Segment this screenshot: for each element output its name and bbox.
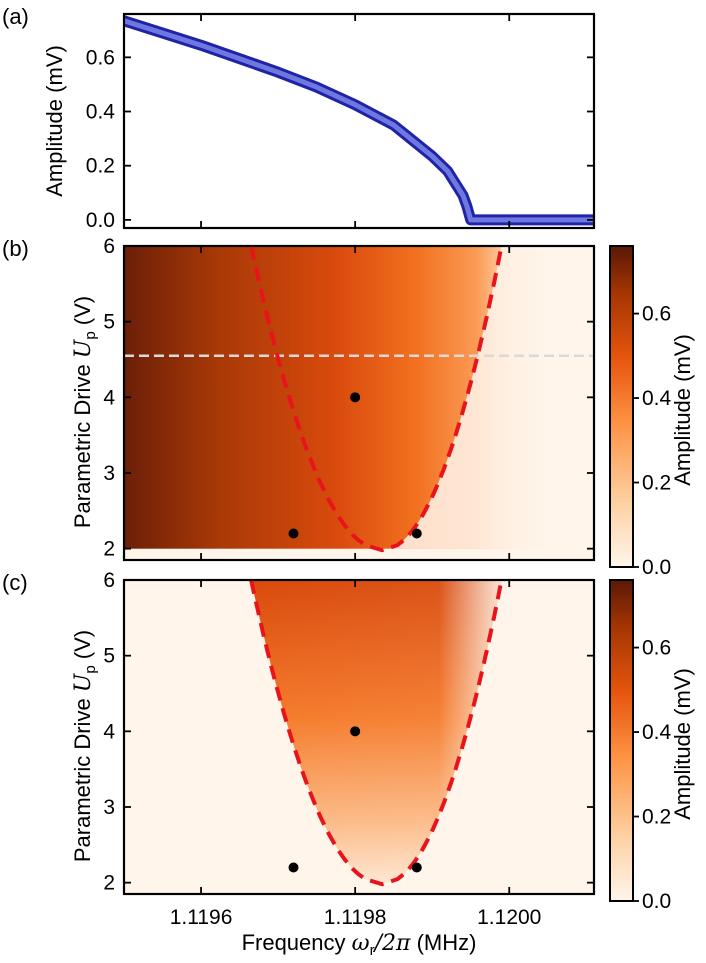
panel-c-ytick-label: 3 [103,796,115,819]
panel-label-c: (c) [2,570,28,595]
panel-b-points [288,392,422,539]
panel-c-point [350,726,361,737]
panel-b-ytick-label: 6 [103,235,115,258]
panel-c-ytick-label: 5 [103,645,115,668]
panel-c-xtick-label: 1.1198 [324,906,387,929]
colorbar-c [609,579,634,902]
colorbar-b-label: Amplitude (mV) [670,334,695,486]
panel-b-ytick-label: 4 [103,386,115,409]
panel-c-x-axis-label: Frequency ωr/2π (MHz) [242,930,477,959]
instability-tongue-b [249,246,504,553]
panel-c-xtick-label: 1.1196 [170,906,233,929]
colorbar-b-tick-label: 0.4 [642,387,672,410]
panel-a-y-ticks: 0.0 0.2 0.4 0.6 [86,46,594,232]
heatmap-b-lower-region [390,246,594,549]
colorbar-c-ticks: 0.0 0.2 0.4 0.6 [633,637,672,913]
panel-a-ytick-label: 0.0 [86,209,115,232]
panel-b-y-axis-label: Parametric Drive Up (V) [70,296,99,528]
colorbar-c-tick-label: 0.0 [642,890,671,913]
colorbar-b [609,245,634,568]
panel-b-ytick-label: 2 [103,538,115,561]
panel-c-heatmap: 2 3 4 5 6 1.1196 1.1198 1.1200 Parametric Driv… [70,569,695,959]
panel-b-frame [122,244,596,562]
panel-a-ytick-label: 0.2 [86,155,115,178]
panel-c-y-ticks: 2 3 4 5 6 [103,569,594,895]
panel-c-point [411,862,422,873]
panel-c-x-ticks: 1.1196 1.1198 1.1200 [170,580,541,929]
panel-b-y-ticks: 2 3 4 5 6 [103,235,594,561]
colorbar-c-label: Amplitude (mV) [670,668,695,820]
amplitude-line-edge [124,15,594,226]
colorbar-b-tick-label: 0.2 [642,472,671,495]
colorbar-b-tick-label: 0.0 [642,556,671,579]
heatmap-c-tongue-fade [251,580,502,885]
panel-c-ytick-label: 2 [103,872,115,895]
panel-a-frame [122,12,596,230]
panel-c-ytick-label: 6 [103,569,115,592]
panel-c-xtick-label: 1.1200 [477,906,541,929]
panel-b-point [350,392,361,403]
colorbar-c-tick-label: 0.4 [642,721,672,744]
panel-a-x-ticks [200,14,511,228]
amplitude-line [124,18,594,223]
colorbar-c-tick-label: 0.2 [642,806,671,829]
panel-label-b: (b) [2,236,29,261]
panel-c-point [288,862,299,873]
panel-b-ytick-label: 5 [103,311,115,334]
panel-a-ytick-label: 0.6 [86,46,115,69]
panel-a-line-chart: 0.0 0.2 0.4 0.6 Amplitude (mV) [42,12,596,232]
colorbar-c-tick-label: 0.6 [642,637,671,660]
colorbar-b-tick-label: 0.6 [642,303,671,326]
panel-a-y-axis-label: Amplitude (mV) [42,45,67,197]
panel-c-points [288,726,422,873]
panel-label-a: (a) [2,4,29,29]
panel-b-ytick-label: 3 [103,462,115,485]
panel-b-point [288,528,299,539]
panel-c-frame [122,578,596,896]
panel-b-x-ticks [200,246,511,560]
instability-tongue-c [249,580,504,887]
panel-c-ytick-label: 4 [103,720,115,743]
colorbar-b-ticks: 0.0 0.2 0.4 0.6 [633,303,672,579]
panel-b-point [411,528,422,539]
panel-a-ytick-label: 0.4 [86,101,116,124]
panel-c-y-axis-label: Parametric Drive Up (V) [70,630,99,862]
